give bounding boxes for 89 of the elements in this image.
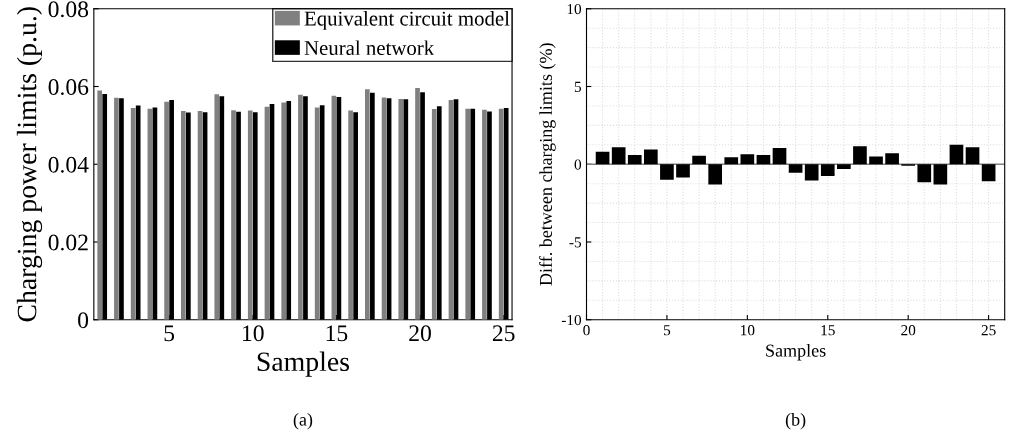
y-axis-title: Charging power limits (p.u.) — [16, 7, 43, 322]
bar — [436, 106, 442, 320]
bar — [869, 156, 883, 165]
y-tick-label: 10 — [567, 3, 582, 15]
bar — [186, 112, 191, 320]
bar — [595, 151, 610, 165]
legend-label: Equivalent circuit model — [304, 10, 510, 30]
x-axis-title: Samples — [257, 351, 349, 377]
bar — [348, 110, 353, 320]
y-tick-label: 0.08 — [48, 1, 89, 18]
bar — [370, 92, 375, 320]
bar — [281, 102, 287, 320]
bar — [403, 99, 409, 320]
bar — [231, 110, 236, 320]
bar — [365, 89, 370, 320]
bar — [247, 110, 253, 320]
x-tick-label: 20 — [409, 325, 431, 342]
bar — [724, 157, 739, 165]
bar — [885, 153, 899, 165]
bar — [135, 105, 141, 320]
bar — [219, 96, 225, 320]
x-tick-label: 15 — [821, 325, 835, 336]
bar — [314, 107, 320, 320]
bar — [627, 154, 642, 165]
text: (a) — [293, 413, 313, 430]
bar — [917, 164, 932, 183]
y-tick-label: -10 — [561, 314, 582, 326]
bar — [740, 154, 755, 165]
bar — [644, 149, 658, 165]
bar — [102, 93, 108, 320]
bar — [788, 164, 803, 173]
bar — [503, 107, 509, 320]
legend-label: Neural network — [304, 40, 435, 56]
bar — [169, 100, 174, 320]
x-tick-label: 0 — [583, 325, 590, 336]
bar — [470, 108, 476, 320]
bar — [487, 111, 492, 320]
x-axis-title: Samples — [766, 344, 826, 361]
bar — [660, 164, 674, 180]
y-tick-label: 0.04 — [48, 156, 89, 173]
bar — [415, 88, 420, 320]
x-tick-label: 10 — [243, 325, 264, 342]
x-tick-label: 5 — [164, 325, 175, 342]
bar — [692, 155, 706, 165]
bar — [97, 90, 103, 320]
y-tick-label: -5 — [569, 237, 582, 248]
bar — [949, 144, 964, 165]
y-tick-label: 0.06 — [48, 79, 89, 96]
bar — [933, 164, 948, 185]
x-tick-label: 10 — [741, 325, 755, 336]
bar — [465, 108, 471, 320]
bar — [965, 147, 980, 165]
bar — [420, 92, 425, 320]
bar — [756, 154, 771, 165]
bar — [820, 164, 835, 176]
text: (b) — [785, 413, 806, 430]
y-axis-title: Diff. between charging limits (%) — [539, 43, 556, 286]
y-tick-label: 0.02 — [48, 234, 88, 251]
bar — [853, 146, 867, 165]
x-tick-label: 25 — [981, 325, 996, 336]
y-tick-label: 5 — [574, 81, 582, 92]
x-tick-label: 15 — [326, 325, 348, 342]
bar — [236, 111, 241, 320]
bar — [676, 164, 690, 178]
bar — [214, 94, 220, 320]
bar — [981, 164, 996, 182]
bar — [119, 98, 124, 320]
bar — [114, 97, 119, 320]
bar — [252, 112, 258, 320]
bar — [180, 110, 186, 320]
bar — [431, 109, 437, 320]
bar — [708, 164, 723, 185]
x-tick-label: 20 — [901, 325, 916, 336]
bar — [303, 96, 308, 320]
bar — [164, 101, 169, 320]
bar — [498, 108, 504, 320]
bar — [353, 112, 358, 320]
bar — [286, 100, 292, 320]
bar — [319, 105, 325, 320]
bar — [482, 109, 487, 320]
bar — [611, 147, 626, 165]
bar — [398, 98, 404, 320]
bar — [837, 164, 851, 169]
y-tick-label: 0 — [574, 159, 582, 170]
bar — [804, 164, 819, 181]
x-tick-label: 5 — [663, 325, 671, 336]
bar — [298, 94, 303, 320]
x-tick-label: 25 — [492, 325, 515, 342]
bar — [772, 147, 787, 165]
